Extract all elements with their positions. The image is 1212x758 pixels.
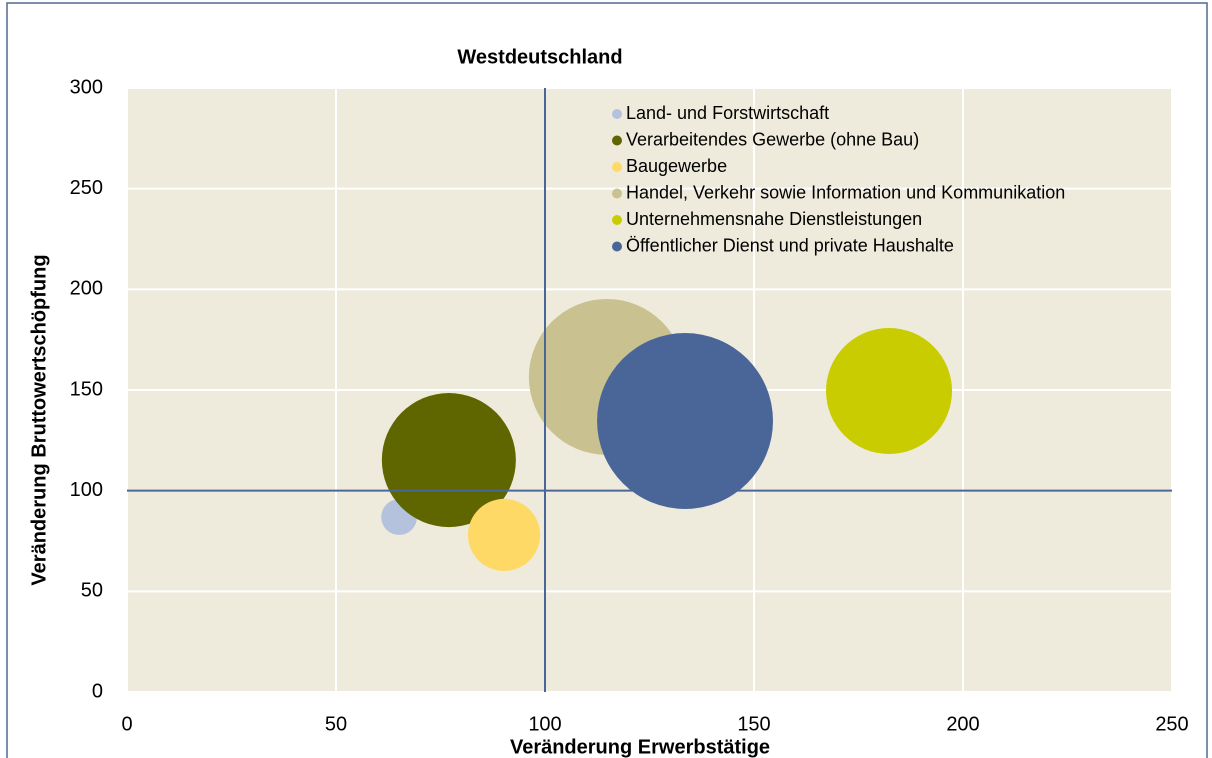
- legend-label: Verarbeitendes Gewerbe (ohne Bau): [626, 129, 919, 149]
- legend-label: Land- und Forstwirtschaft: [626, 103, 829, 123]
- legend-label: Unternehmensnahe Dienstleistungen: [626, 209, 922, 229]
- legend-label: Öffentlicher Dienst und private Haushalt…: [626, 235, 954, 255]
- bubble: [826, 327, 953, 455]
- y-tick-label: 300: [70, 76, 103, 98]
- x-tick-label: 50: [325, 713, 347, 735]
- y-tick-label: 150: [70, 378, 103, 400]
- x-tick-label: 150: [737, 713, 770, 735]
- y-tick-label: 100: [70, 479, 103, 501]
- legend-marker: [612, 162, 622, 172]
- x-tick-label: 0: [121, 713, 132, 735]
- y-axis-title: Veränderung Bruttowertschöpfung: [28, 254, 50, 585]
- legend-label: Baugewerbe: [626, 156, 727, 176]
- legend-marker: [612, 188, 622, 199]
- bubble: [381, 393, 516, 528]
- x-tick-label: 250: [1155, 713, 1188, 735]
- y-tick-label: 200: [70, 278, 103, 300]
- chart-title: Westdeutschland: [457, 46, 622, 68]
- bubble: [597, 333, 774, 509]
- y-tick-label: 0: [92, 680, 103, 702]
- legend-label: Handel, Verkehr sowie Information und Ko…: [626, 182, 1065, 202]
- legend-marker: [612, 215, 622, 225]
- legend-marker: [612, 241, 622, 252]
- y-tick-label: 250: [70, 177, 103, 199]
- legend-marker: [612, 109, 622, 119]
- x-tick-label: 200: [946, 713, 979, 735]
- bubble: [467, 498, 541, 572]
- x-tick-label: 100: [528, 713, 561, 735]
- x-axis-title: Veränderung Erwerbstätige: [510, 736, 770, 758]
- y-tick-label: 50: [81, 580, 103, 602]
- legend-marker: [612, 135, 622, 146]
